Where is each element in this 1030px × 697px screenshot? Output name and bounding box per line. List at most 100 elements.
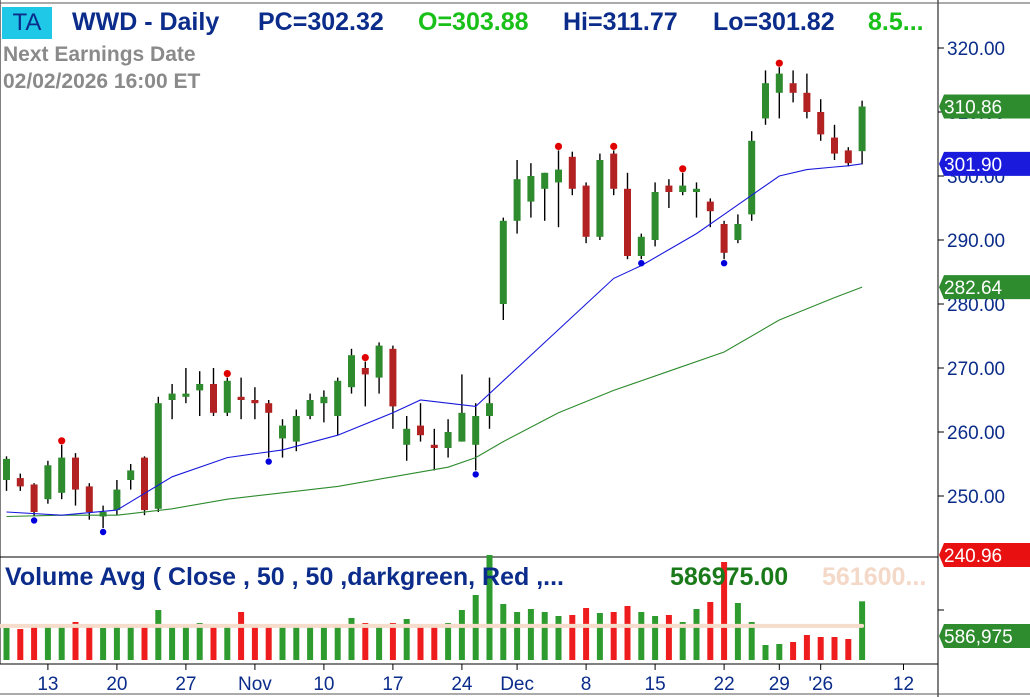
price-tag-text: 310.86: [944, 97, 1002, 118]
x-tick-label: 27: [175, 674, 196, 695]
volume-bar: [44, 626, 51, 660]
candle: [858, 100, 866, 165]
volume-bar: [665, 615, 672, 660]
volume-bar: [514, 612, 521, 660]
candle: [637, 233, 645, 260]
candle: [141, 456, 148, 516]
candle: [665, 179, 673, 208]
volume-bar: [803, 635, 810, 660]
candle-body: [361, 368, 369, 375]
candle: [831, 124, 838, 160]
price-tag-volume: 586,975: [939, 624, 1030, 648]
candle: [265, 400, 273, 458]
volume-bar: [141, 626, 148, 660]
volume-bar: [210, 626, 217, 660]
candle-body: [251, 400, 259, 404]
candle: [85, 483, 93, 520]
y-tick-label: 270.00: [947, 359, 1005, 380]
candle-body: [265, 403, 273, 413]
volume-bar: [196, 623, 203, 660]
candle-body: [789, 83, 797, 93]
swing-low-dot: [99, 528, 107, 536]
volume-value: 586975.00: [670, 563, 789, 591]
volume-bar: [445, 623, 452, 660]
candle-body: [486, 403, 493, 416]
volume-bar: [100, 628, 107, 660]
candle: [417, 403, 424, 442]
swing-high-dot: [223, 370, 231, 378]
volume-bar: [362, 623, 369, 660]
volume-bar: [707, 602, 714, 660]
candle-body: [16, 478, 24, 487]
volume-bar: [831, 637, 838, 660]
candle-body: [803, 92, 811, 112]
candle-body: [748, 140, 756, 215]
price-tag-bg: [939, 543, 1030, 567]
volume-bar: [334, 624, 341, 660]
candle-body: [72, 457, 79, 490]
candle-body: [665, 185, 673, 192]
candle-body: [30, 484, 38, 512]
candle: [762, 70, 769, 125]
candle-body: [527, 176, 535, 202]
swing-high-dot: [58, 437, 66, 445]
candle: [430, 428, 438, 471]
volume-bar: [527, 609, 534, 660]
candle: [279, 419, 286, 458]
price-tag-ma-slow: 282.64: [939, 275, 1030, 300]
candle: [182, 368, 190, 404]
candle-body: [306, 400, 314, 416]
candle: [596, 153, 604, 240]
candle: [251, 387, 259, 420]
volume-bar: [790, 642, 797, 660]
volume-bar: [555, 616, 562, 660]
x-tick-label: Dec: [500, 674, 534, 695]
candlesticks: [3, 67, 866, 528]
volume-title[interactable]: Volume Avg ( Close , 50 , 50 ,darkgreen,…: [5, 563, 564, 591]
volume-bar: [458, 610, 465, 660]
volume-bar: [307, 625, 314, 660]
candle-body: [651, 192, 659, 240]
candle: [720, 220, 728, 260]
candle: [748, 131, 756, 221]
candle-body: [292, 416, 300, 442]
candle: [292, 409, 300, 452]
candle-body: [596, 160, 604, 237]
candle: [527, 163, 535, 218]
candle-body: [734, 224, 742, 240]
candle-body: [568, 156, 576, 189]
candle-body: [844, 150, 852, 164]
x-tick-label: 8: [581, 674, 592, 695]
volume-bar: [155, 610, 162, 660]
change-value: 8.5...: [868, 8, 924, 36]
candle: [582, 182, 590, 244]
candle: [610, 150, 618, 196]
swing-markers: [30, 59, 783, 536]
swing-low-dot: [30, 517, 38, 524]
volume-bar: [251, 625, 258, 660]
candle-body: [223, 380, 231, 413]
volume-bar: [596, 613, 603, 660]
candle-body: [403, 428, 411, 445]
volume-bar: [169, 627, 176, 660]
volume-bar: [721, 562, 728, 660]
volume-bars: [0, 555, 866, 660]
x-tick-label: 29: [769, 674, 790, 695]
volume-bar: [17, 629, 24, 660]
x-tick-label: 22: [714, 674, 735, 695]
x-tick-label: 20: [106, 674, 127, 695]
price-tag-text: 282.64: [944, 278, 1003, 299]
candle-body: [706, 201, 714, 212]
symbol-title[interactable]: WWD - Daily: [72, 8, 220, 36]
candle-body: [237, 396, 245, 400]
candle: [16, 473, 24, 491]
candle-body: [99, 512, 107, 517]
volume-bar: [693, 609, 700, 660]
candle: [789, 70, 797, 103]
candle-body: [334, 380, 342, 416]
ta-badge[interactable]: TA: [2, 7, 52, 39]
price-tag-ma-fast: 301.90: [939, 151, 1030, 176]
ma-slow-line: [6, 286, 863, 518]
open-value: O=303.88: [418, 8, 529, 36]
